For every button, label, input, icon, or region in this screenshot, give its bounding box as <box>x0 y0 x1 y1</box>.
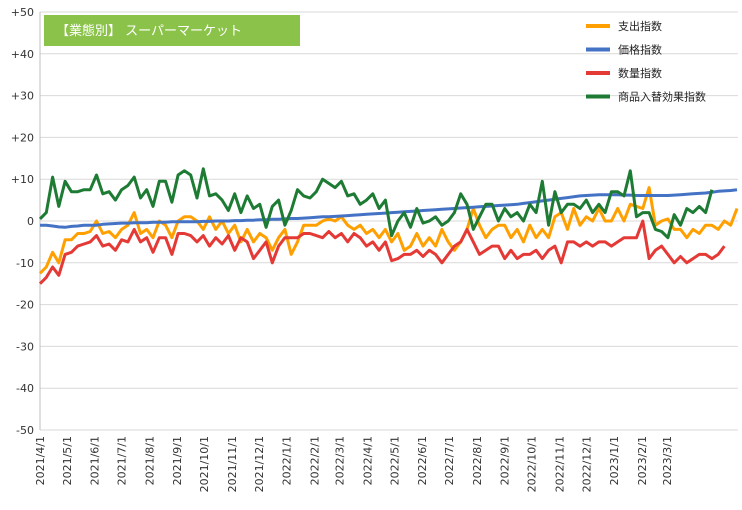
series-line-4 <box>38 167 714 240</box>
series-lines <box>38 167 739 285</box>
x-tick-label: 2021/8/1 <box>143 436 156 485</box>
y-tick-label: 0 <box>27 215 34 228</box>
x-tick-label: 2022/9/1 <box>499 436 512 485</box>
x-tick-label: 2022/8/1 <box>471 436 484 485</box>
y-tick-label: -20 <box>16 299 34 312</box>
x-axis-ticks: 2021/4/1 2021/5/1 2021/6/1 2021/7/1 2021/8/1… <box>34 436 674 492</box>
chart-title-badge: 【業態別】 スーパーマーケット <box>44 15 300 46</box>
x-tick-label: 2022/4/1 <box>361 436 374 485</box>
x-tick-label: 2022/3/1 <box>334 436 347 485</box>
x-tick-label: 2022/11/1 <box>553 436 566 492</box>
x-tick-label: 2021/12/1 <box>253 436 266 492</box>
y-tick-label: +10 <box>11 173 34 186</box>
series-line-1 <box>38 186 739 275</box>
y-tick-label: +40 <box>11 48 34 61</box>
x-tick-label: 2022/2/1 <box>308 436 321 485</box>
x-tick-label: 2023/2/1 <box>636 436 649 485</box>
y-tick-label: -30 <box>16 340 34 353</box>
legend-label: 数量指数 <box>618 66 662 80</box>
y-tick-label: -10 <box>16 257 34 270</box>
y-axis-ticks: +50 +40 +30 +20 +10 0 -10 -20 -30 -40 -50 <box>11 6 34 437</box>
x-tick-label: 2021/11/1 <box>226 436 239 492</box>
x-tick-label: 2021/10/1 <box>198 436 211 492</box>
x-tick-label: 2021/6/1 <box>89 436 102 485</box>
legend-label: 価格指数 <box>618 43 662 57</box>
y-tick-label: -50 <box>16 424 34 437</box>
x-tick-label: 2022/6/1 <box>416 436 429 485</box>
x-tick-label: 2022/5/1 <box>388 436 401 485</box>
y-tick-label: +20 <box>11 131 34 144</box>
x-tick-label: 2022/10/1 <box>526 436 539 492</box>
legend-label: 支出指数 <box>618 19 662 33</box>
x-tick-label: 2023/3/1 <box>661 436 674 485</box>
x-tick-label: 2021/4/1 <box>34 436 47 485</box>
y-tick-label: -40 <box>16 382 34 395</box>
x-tick-label: 2021/9/1 <box>171 436 184 485</box>
legend-label: 商品入替効果指数 <box>618 90 706 104</box>
y-tick-label: +30 <box>11 90 34 103</box>
chart-title: 【業態別】 スーパーマーケット <box>56 23 242 39</box>
x-tick-label: 2021/7/1 <box>116 436 129 485</box>
series-line-3 <box>38 219 726 285</box>
x-tick-label: 2023/1/1 <box>608 436 621 485</box>
x-tick-label: 2022/12/1 <box>580 436 593 492</box>
title-badge-background <box>44 15 300 46</box>
y-tick-label: +50 <box>11 6 34 19</box>
x-tick-label: 2022/1/1 <box>281 436 294 485</box>
x-tick-label: 2021/5/1 <box>61 436 74 485</box>
x-tick-label: 2022/7/1 <box>443 436 456 485</box>
